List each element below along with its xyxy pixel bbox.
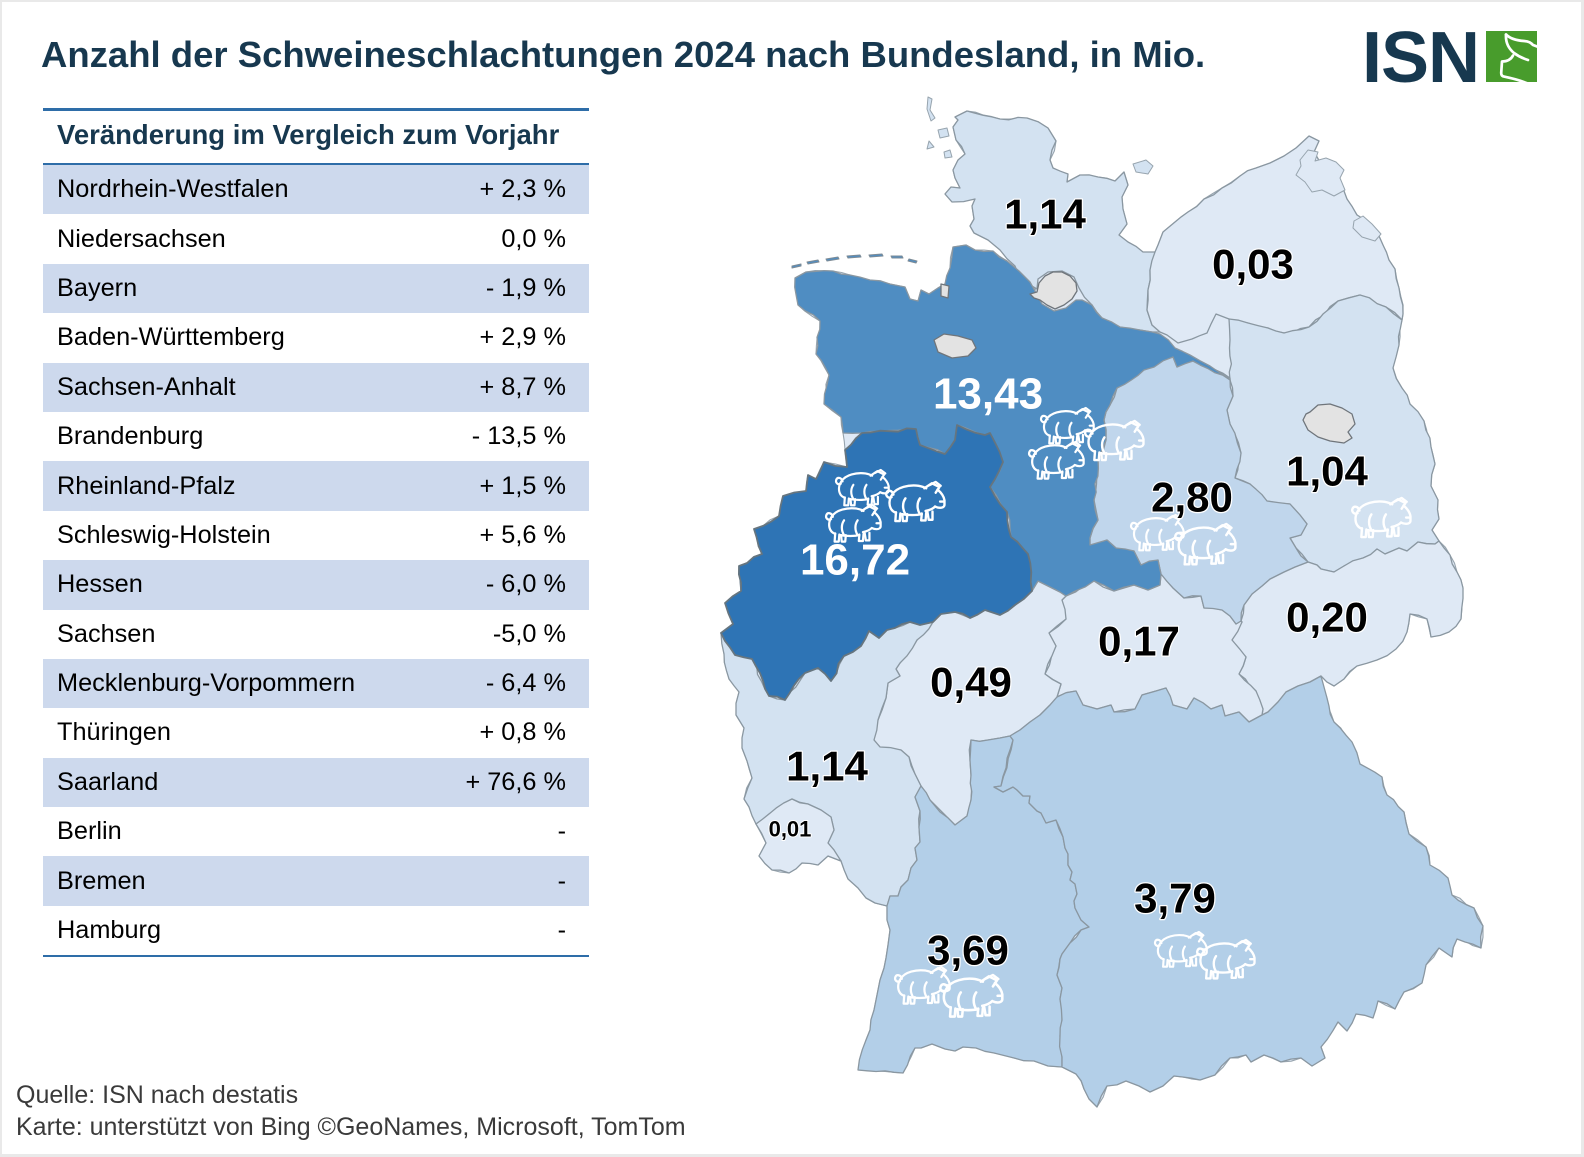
svg-text:13,43: 13,43: [933, 370, 1043, 419]
svg-text:1,14: 1,14: [1004, 191, 1086, 238]
svg-text:0,49: 0,49: [930, 659, 1012, 706]
svg-text:0,17: 0,17: [1098, 618, 1180, 665]
svg-text:0,20: 0,20: [1286, 594, 1368, 641]
svg-text:16,72: 16,72: [800, 536, 910, 585]
svg-text:2,80: 2,80: [1151, 474, 1233, 521]
svg-text:1,04: 1,04: [1286, 448, 1368, 495]
svg-text:0,01: 0,01: [769, 817, 812, 842]
svg-text:3,79: 3,79: [1134, 875, 1216, 922]
svg-text:3,69: 3,69: [927, 927, 1009, 974]
svg-text:0,03: 0,03: [1212, 241, 1294, 288]
svg-text:1,14: 1,14: [786, 743, 868, 790]
